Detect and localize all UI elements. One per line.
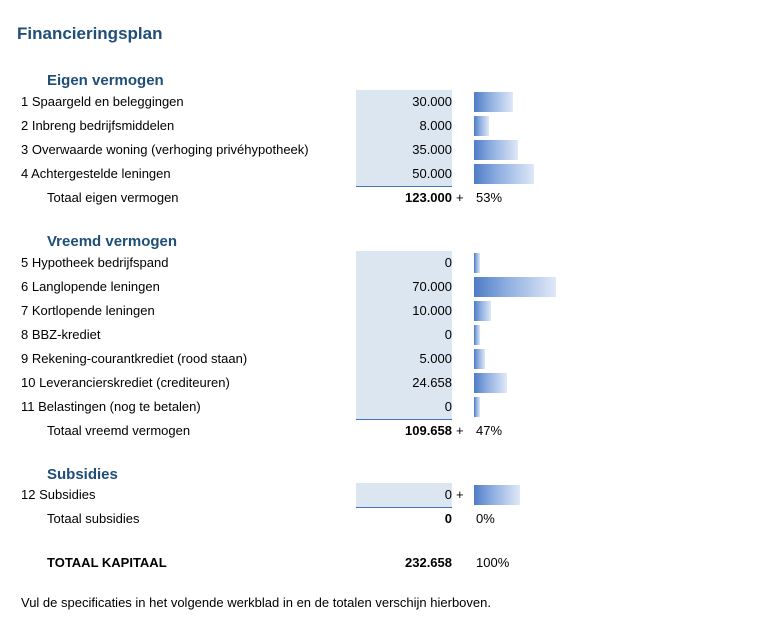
plus-sign: +: [456, 487, 464, 502]
total-value-eigen: 123.000: [405, 190, 452, 205]
row-bar: [474, 253, 480, 273]
row-bar: [474, 485, 520, 505]
row-value-input[interactable]: 0: [444, 399, 452, 414]
grand-total-label: TOTAAL KAPITAAL: [47, 555, 167, 570]
row-label: 3 Overwaarde woning (verhoging privéhypo…: [21, 142, 309, 157]
row-bar: [474, 373, 507, 393]
row-value-input[interactable]: 35.000: [412, 142, 452, 157]
row-label: 8 BBZ-krediet: [21, 327, 101, 342]
row-value-input[interactable]: 10.000: [412, 303, 452, 318]
row-label: 10 Leverancierskrediet (crediteuren): [21, 375, 230, 390]
plus-sign: +: [456, 190, 464, 205]
section-heading-subsidies: Subsidies: [47, 466, 118, 483]
section-heading-eigen: Eigen vermogen: [47, 72, 164, 89]
row-bar: [474, 140, 518, 160]
row-value-input[interactable]: 0: [444, 255, 452, 270]
row-value-input[interactable]: 0: [444, 487, 452, 502]
row-bar: [474, 301, 491, 321]
row-label: 11 Belastingen (nog te betalen): [21, 399, 201, 414]
total-value-vreemd: 109.658: [405, 423, 452, 438]
row-value-input[interactable]: 8.000: [419, 118, 452, 133]
plus-sign: +: [456, 423, 464, 438]
percent-vreemd: 47%: [476, 423, 503, 438]
page-title: Financieringsplan: [17, 24, 163, 43]
input-block-eigen: [356, 90, 452, 186]
total-label-eigen: Totaal eigen vermogen: [47, 190, 179, 205]
footer-instruction: Vul de specificaties in het volgende wer…: [21, 595, 491, 610]
sum-line-vreemd: [356, 419, 452, 420]
grand-total-percent: 100%: [476, 555, 510, 570]
sum-line-eigen: [356, 186, 452, 187]
row-label: 6 Langlopende leningen: [21, 279, 160, 294]
total-label-subsidies: Totaal subsidies: [47, 511, 140, 526]
row-label: 9 Rekening-courantkrediet (rood staan): [21, 351, 248, 366]
row-value-input[interactable]: 5.000: [419, 351, 452, 366]
row-label: 4 Achtergestelde leningen: [21, 166, 171, 181]
row-bar: [474, 349, 485, 369]
row-bar: [474, 277, 556, 297]
row-bar: [474, 325, 480, 345]
row-value-input[interactable]: 30.000: [412, 94, 452, 109]
row-bar: [474, 397, 480, 417]
percent-eigen: 53%: [476, 190, 503, 205]
row-label: 1 Spaargeld en beleggingen: [21, 94, 184, 109]
row-value-input[interactable]: 24.658: [412, 375, 452, 390]
total-value-subsidies: 0: [444, 511, 452, 526]
row-bar: [474, 116, 489, 136]
row-label: 2 Inbreng bedrijfsmiddelen: [21, 118, 175, 133]
row-label: 5 Hypotheek bedrijfspand: [21, 255, 169, 270]
row-label: 7 Kortlopende leningen: [21, 303, 155, 318]
row-label: 12 Subsidies: [21, 487, 96, 502]
input-block-vreemd: [356, 251, 452, 419]
input-block-subsidies: [356, 483, 452, 507]
row-bar: [474, 164, 534, 184]
sum-line-subsidies: [356, 507, 452, 508]
total-label-vreemd: Totaal vreemd vermogen: [47, 423, 191, 438]
row-bar: [474, 92, 513, 112]
row-value-input[interactable]: 70.000: [412, 279, 452, 294]
grand-total-value: 232.658: [405, 555, 452, 570]
percent-subsidies: 0%: [476, 511, 495, 526]
section-heading-vreemd: Vreemd vermogen: [47, 233, 178, 250]
row-value-input[interactable]: 0: [444, 327, 452, 342]
row-value-input[interactable]: 50.000: [412, 166, 452, 181]
